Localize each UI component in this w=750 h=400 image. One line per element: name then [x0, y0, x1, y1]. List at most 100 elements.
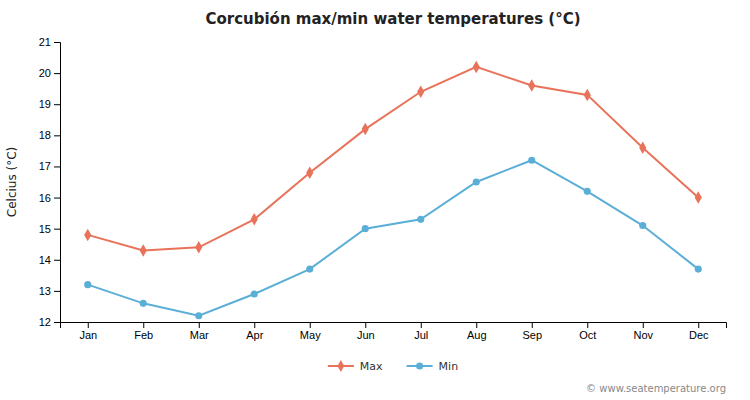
marker	[84, 281, 91, 288]
axis-domain	[54, 43, 61, 323]
tick-mark	[254, 322, 255, 328]
tick: 18	[39, 129, 60, 141]
tick-label: 18	[39, 129, 51, 141]
marker	[362, 225, 369, 232]
tick: 16	[39, 192, 60, 204]
tick-mark	[54, 73, 60, 74]
legend-item: Max	[328, 360, 383, 373]
tick: Aug	[467, 322, 487, 341]
tick-mark	[54, 198, 60, 199]
tick-mark	[54, 260, 60, 261]
tick-mark	[88, 322, 89, 328]
tick-label: Oct	[579, 329, 596, 341]
tick-label: Aug	[467, 329, 487, 341]
marker	[473, 61, 480, 73]
tick-label: Mar	[190, 329, 209, 341]
legend-label: Max	[360, 360, 383, 373]
tick: Feb	[134, 322, 153, 341]
tick: 12	[39, 316, 60, 328]
marker	[695, 266, 702, 273]
chart: Corcubión max/min water temperatures (°C…	[0, 0, 750, 400]
tick: 13	[39, 285, 60, 297]
marker	[695, 191, 702, 203]
tick-label: 20	[39, 67, 51, 79]
tick-mark	[199, 322, 200, 328]
tick: 14	[39, 254, 60, 266]
tick-mark	[54, 229, 60, 230]
marker	[195, 241, 202, 253]
tick: 20	[39, 67, 60, 79]
tick-mark	[365, 322, 366, 328]
tick: Dec	[689, 322, 709, 341]
tick-mark	[54, 135, 60, 136]
tick-label: Jun	[357, 329, 375, 341]
marker	[251, 213, 258, 225]
series-line	[88, 160, 699, 316]
tick-label: Apr	[246, 329, 263, 341]
tick-label: 15	[39, 223, 51, 235]
tick: Mar	[190, 322, 209, 341]
marker	[584, 89, 591, 101]
tick-mark	[54, 166, 60, 167]
marker	[528, 79, 535, 91]
marker	[195, 312, 202, 319]
tick-label: Jul	[414, 329, 428, 341]
tick-label: May	[300, 329, 321, 341]
marker	[639, 222, 646, 229]
tick-label: Dec	[689, 329, 709, 341]
tick: Jan	[79, 322, 97, 341]
series-line	[88, 67, 699, 251]
marker	[473, 178, 480, 185]
x-axis: Jan Feb Mar Apr May Jun Jul Aug Sep Oct Nov Dec	[61, 322, 727, 341]
axis-domain	[61, 323, 727, 329]
marker	[528, 157, 535, 164]
tick: Jun	[357, 322, 375, 341]
tick: Jul	[414, 322, 428, 341]
marker	[306, 166, 313, 178]
tick-mark	[587, 322, 588, 328]
tick-label: 17	[39, 160, 51, 172]
marker	[362, 123, 369, 135]
tick-mark	[54, 42, 60, 43]
tick-mark	[476, 322, 477, 328]
tick: 19	[39, 98, 60, 110]
tick-mark	[643, 322, 644, 328]
tick-mark	[421, 322, 422, 328]
marker	[417, 86, 424, 98]
tick: Apr	[246, 322, 263, 341]
legend-item: Min	[407, 360, 459, 373]
tick: Nov	[633, 322, 653, 341]
tick-mark	[54, 291, 60, 292]
series-markers	[84, 157, 702, 320]
tick-label: 12	[39, 316, 51, 328]
tick: 15	[39, 223, 60, 235]
tick-label: 19	[39, 98, 51, 110]
legend-swatch-marker	[416, 362, 423, 369]
marker	[639, 142, 646, 154]
tick-label: Jan	[79, 329, 97, 341]
marker	[140, 244, 147, 256]
plot: 12131415161718192021JanFebMarAprMayJunJu…	[39, 36, 727, 341]
legend-swatch-marker	[337, 360, 344, 372]
legend-label: Min	[439, 360, 459, 373]
tick-label: Sep	[522, 329, 542, 341]
marker	[84, 229, 91, 241]
tick-label: 16	[39, 192, 51, 204]
title: Corcubión max/min water temperatures (°C…	[205, 10, 580, 28]
marker	[417, 216, 424, 223]
y-axis-label: Celcius (°C)	[5, 147, 19, 217]
marker	[140, 300, 147, 307]
tick-label: 13	[39, 285, 51, 297]
legend: Max Min	[328, 360, 458, 373]
series-markers	[84, 61, 702, 257]
tick-mark	[310, 322, 311, 328]
marker	[251, 290, 258, 297]
y-axis: 12131415161718192021	[39, 36, 61, 328]
tick-label: 14	[39, 254, 51, 266]
annotation: © www.seatemperature.org	[586, 383, 726, 394]
marker	[584, 188, 591, 195]
tick: Oct	[579, 322, 596, 341]
tick-label: Feb	[134, 329, 153, 341]
marks	[84, 61, 702, 320]
tick-label: Nov	[633, 329, 653, 341]
